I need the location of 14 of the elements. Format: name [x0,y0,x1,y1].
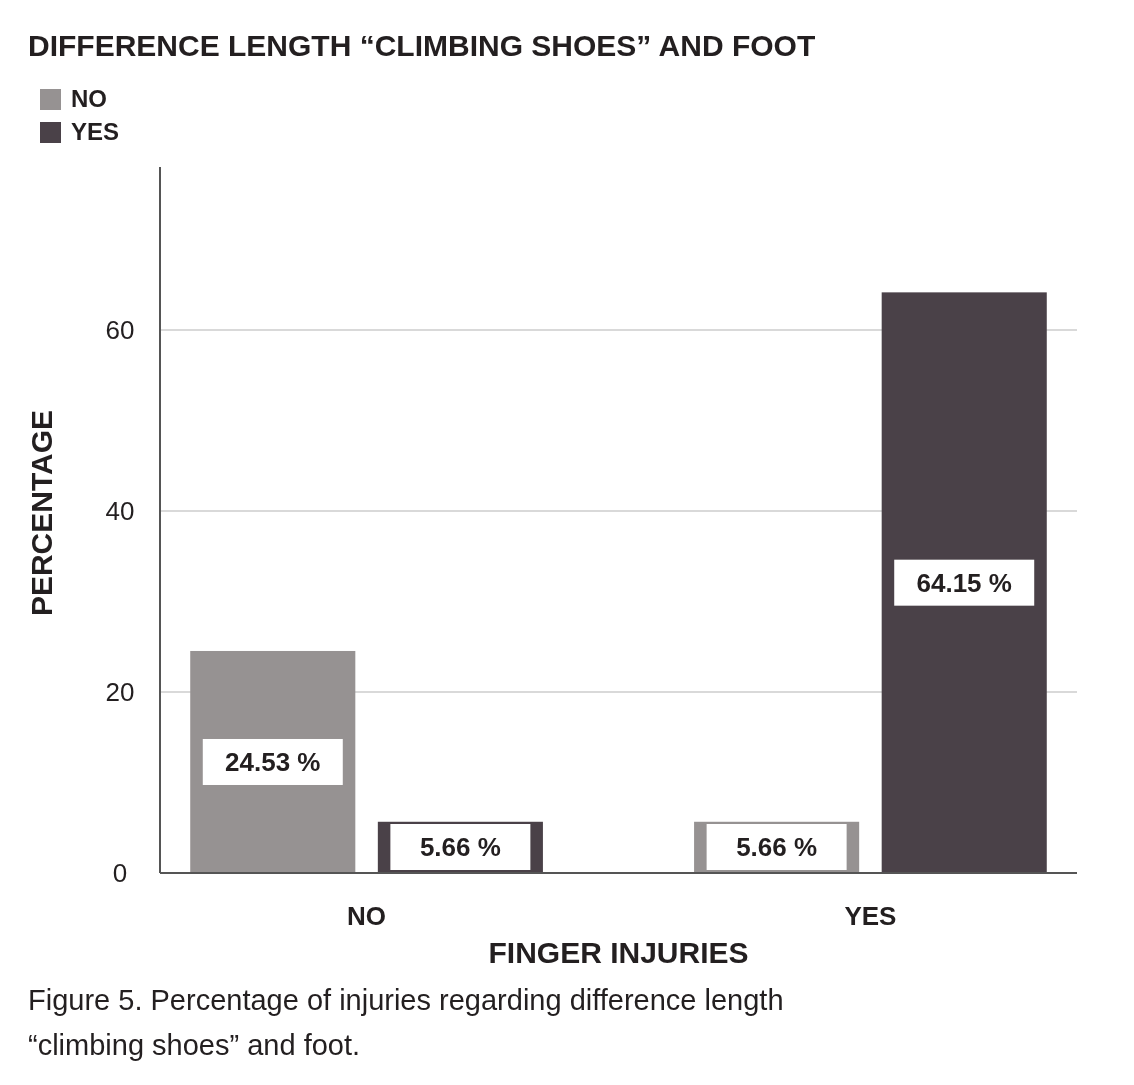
y-tick-label: 60 [105,314,135,345]
data-label: 5.66 % [736,832,818,862]
chart-title: DIFFERENCE LENGTH “CLIMBING SHOES” AND FOOT [28,29,816,62]
data-label: 64.15 % [916,567,1012,598]
x-axis-title: FINGER INJURIES [488,936,749,969]
caption: Figure 5. Percentage of injuries regarding difference length “climbing shoes” and foot. [28,984,784,1061]
y-axis-title: PERCENTAGE [25,409,58,617]
y-tick-label: 20 [105,676,135,707]
data-label: 5.66 % [419,832,501,862]
data-label: 24.53 % [225,746,321,777]
legend-label: YES [71,118,120,145]
y-tick-label: 0 [112,858,128,888]
legend-label: NO [71,85,107,112]
y-tick-label: 40 [105,495,135,526]
